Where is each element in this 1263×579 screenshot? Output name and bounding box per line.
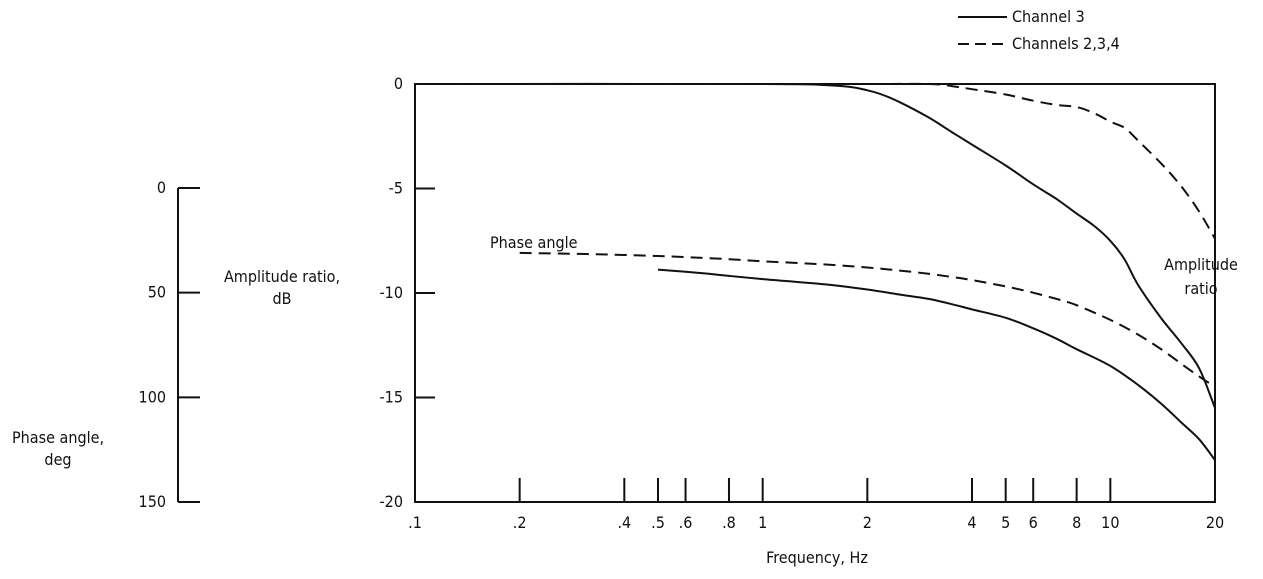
frequency-tick-label: .4	[617, 513, 631, 532]
phase-axis-label-line1: Phase angle,	[12, 428, 104, 447]
amplitude-tick-label: -10	[379, 283, 403, 302]
frequency-tick-label: 6	[1029, 513, 1038, 532]
phase-axis-label-line2: deg	[44, 450, 71, 469]
amplitude-axis-label-line1: Amplitude ratio,	[224, 267, 340, 286]
frequency-tick-label: 1	[758, 513, 767, 532]
phase-tick-label: 0	[157, 178, 166, 197]
amplitude-curve-channels-2-3-4	[415, 82, 1216, 240]
frequency-tick-label: .1	[408, 513, 422, 532]
phase-curve-channel-3	[657, 268, 1216, 461]
amplitude-tick-label: 0	[394, 74, 403, 93]
frequency-tick-label: 4	[967, 513, 976, 532]
frequency-tick-label: 10	[1101, 513, 1119, 532]
legend: Channel 3 Channels 2,3,4	[958, 7, 1120, 53]
frequency-tick-label: 2	[863, 513, 872, 532]
phase-angle-axis: 0 50 100 150	[139, 178, 200, 511]
frequency-axis-label: Frequency, Hz	[766, 548, 868, 567]
amplitude-tick-label: -20	[379, 492, 403, 511]
phase-tick-label: 100	[139, 387, 166, 406]
phase-tick-label: 50	[148, 283, 166, 302]
phase-curve-channels-2-3-4	[519, 251, 1216, 388]
amplitude-tick-label: -5	[389, 179, 403, 198]
frequency-tick-label: .6	[679, 513, 693, 532]
series-layer	[414, 82, 1216, 461]
annotation-phase-angle: Phase angle	[490, 233, 578, 252]
amplitude-axis-label-line2: dB	[272, 289, 291, 308]
annotation-amplitude-ratio-line1: Amplitude	[1164, 255, 1238, 274]
frequency-tick-label: 5	[1001, 513, 1010, 532]
legend-label-channels-2-3-4: Channels 2,3,4	[1012, 34, 1120, 53]
amplitude-curve-channel-3	[414, 82, 1216, 409]
frequency-tick-label: .5	[651, 513, 665, 532]
annotation-amplitude-ratio-line2: ratio	[1184, 279, 1217, 298]
frequency-tick-label: 20	[1206, 513, 1224, 532]
frequency-axis-ticks: .1 .2 .4 .5 .6 .8 1 2 4 5 6 8 10 20	[408, 478, 1224, 532]
phase-tick-label: 150	[139, 492, 166, 511]
frequency-tick-label: 8	[1072, 513, 1081, 532]
amplitude-axis-ticks: 0 -5 -10 -15 -20	[379, 74, 435, 511]
frequency-tick-label: .2	[513, 513, 527, 532]
amplitude-tick-label: -15	[379, 388, 403, 407]
legend-label-channel-3: Channel 3	[1012, 7, 1085, 26]
frequency-tick-label: .8	[722, 513, 736, 532]
plot-frame	[414, 83, 1216, 503]
